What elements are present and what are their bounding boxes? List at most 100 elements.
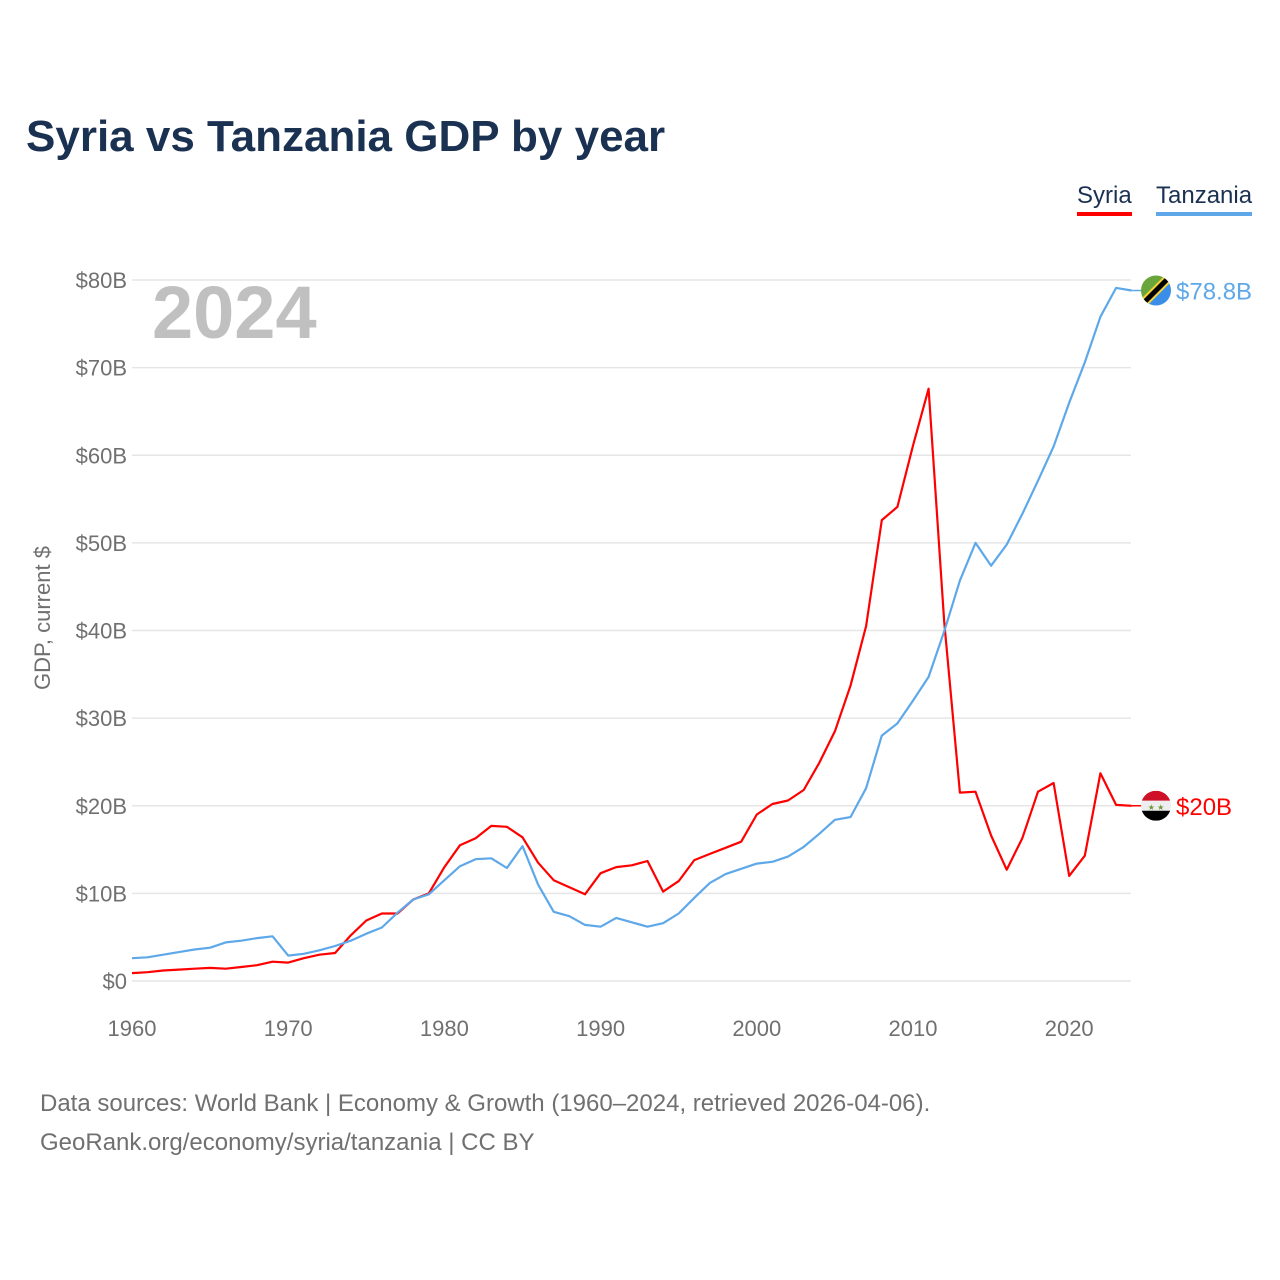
data-point-tanzania [270, 934, 275, 939]
data-point-tanzania [1082, 360, 1087, 365]
data-point-tanzania [239, 938, 244, 943]
data-point-tanzania [864, 786, 869, 791]
data-point-tanzania [411, 897, 416, 902]
svg-text:★ ★: ★ ★ [1148, 803, 1165, 812]
legend-item-tanzania[interactable]: Tanzania [1156, 182, 1253, 216]
data-point-syria [317, 952, 322, 957]
data-point-tanzania [1067, 400, 1072, 405]
data-point-syria [208, 965, 213, 970]
data-point-syria [926, 386, 931, 391]
data-point-tanzania [145, 955, 150, 960]
data-point-syria [614, 865, 619, 870]
data-point-tanzania [1051, 444, 1056, 449]
data-point-tanzania [629, 920, 634, 925]
data-point-syria [786, 798, 791, 803]
data-point-syria [848, 683, 853, 688]
data-point-syria [598, 871, 603, 876]
data-point-syria [692, 858, 697, 863]
data-point-tanzania [754, 861, 759, 866]
y-tick-label: $30B [76, 706, 127, 731]
data-point-tanzania [614, 915, 619, 920]
data-point-syria [161, 968, 166, 973]
legend-item-syria[interactable]: Syria [1077, 182, 1132, 216]
data-point-syria [254, 963, 259, 968]
y-tick-label: $60B [76, 443, 127, 468]
y-tick-label: $50B [76, 531, 127, 556]
data-point-syria [770, 801, 775, 806]
data-point-syria [723, 845, 728, 850]
data-point-tanzania [473, 857, 478, 862]
data-point-tanzania [130, 956, 135, 961]
data-point-tanzania [333, 943, 338, 948]
y-tick-label: $40B [76, 619, 127, 644]
data-point-syria [911, 443, 916, 448]
data-point-tanzania [536, 882, 541, 887]
data-point-syria [1098, 771, 1103, 776]
data-point-tanzania [1098, 314, 1103, 319]
data-point-tanzania [1004, 542, 1009, 547]
x-tick-label: 1980 [420, 1016, 469, 1041]
data-point-syria [504, 824, 509, 829]
data-point-tanzania [395, 910, 400, 915]
data-point-syria [645, 858, 650, 863]
data-point-tanzania [582, 922, 587, 927]
data-point-syria [239, 964, 244, 969]
data-point-syria [895, 504, 900, 509]
data-point-syria [364, 918, 369, 923]
data-point-syria [348, 933, 353, 938]
x-tick-label: 2000 [732, 1016, 781, 1041]
data-point-syria [473, 836, 478, 841]
source-link[interactable]: GeoRank.org/economy/syria/tanzania | CC … [40, 1129, 535, 1156]
data-point-syria [489, 823, 494, 828]
data-point-syria [629, 863, 634, 868]
source-note: Data sources: World Bank | Economy & Gro… [40, 1090, 931, 1117]
footer: Data sources: World Bank | Economy & Gro… [40, 1084, 930, 1162]
data-point-tanzania [786, 854, 791, 859]
data-point-tanzania [379, 925, 384, 930]
y-tick-label: $0 [103, 969, 127, 994]
x-tick-label: 1970 [264, 1016, 313, 1041]
data-point-syria [286, 960, 291, 965]
data-point-tanzania [286, 953, 291, 958]
syria-flag-icon: ★ ★ [1141, 790, 1171, 821]
data-point-tanzania [192, 947, 197, 952]
tanzania-flag-icon [1141, 275, 1171, 306]
data-point-syria [458, 843, 463, 848]
data-point-syria [520, 835, 525, 840]
data-point-tanzania [223, 940, 228, 945]
series-line-syria [131, 387, 1132, 975]
data-point-tanzania [551, 909, 556, 914]
y-axis-label: GDP, current $ [30, 546, 55, 690]
data-point-tanzania [1114, 285, 1119, 290]
data-point-syria [1020, 836, 1025, 841]
data-point-tanzania [301, 951, 306, 956]
data-point-tanzania [504, 865, 509, 870]
data-point-syria [1067, 873, 1072, 878]
data-point-syria [333, 950, 338, 955]
data-point-tanzania [770, 859, 775, 864]
data-point-syria [957, 790, 962, 795]
data-point-tanzania [832, 817, 837, 822]
data-point-tanzania [598, 924, 603, 929]
data-point-syria [1035, 789, 1040, 794]
data-point-syria [739, 839, 744, 844]
data-point-syria [801, 787, 806, 792]
data-point-syria [145, 970, 150, 975]
data-point-syria [832, 729, 837, 734]
data-point-tanzania [739, 866, 744, 871]
data-point-syria [864, 624, 869, 629]
y-tick-label: $10B [76, 881, 127, 906]
data-point-syria [379, 911, 384, 916]
data-point-tanzania [1020, 511, 1025, 516]
series-line-tanzania [131, 286, 1132, 960]
data-point-tanzania [926, 674, 931, 679]
y-tick-label: $20B [76, 794, 127, 819]
data-point-tanzania [989, 563, 994, 568]
data-point-tanzania [692, 895, 697, 900]
data-point-syria [817, 760, 822, 765]
data-point-syria [676, 879, 681, 884]
x-tick-label: 2010 [889, 1016, 938, 1041]
data-point-tanzania [567, 914, 572, 919]
data-point-syria [130, 971, 135, 976]
